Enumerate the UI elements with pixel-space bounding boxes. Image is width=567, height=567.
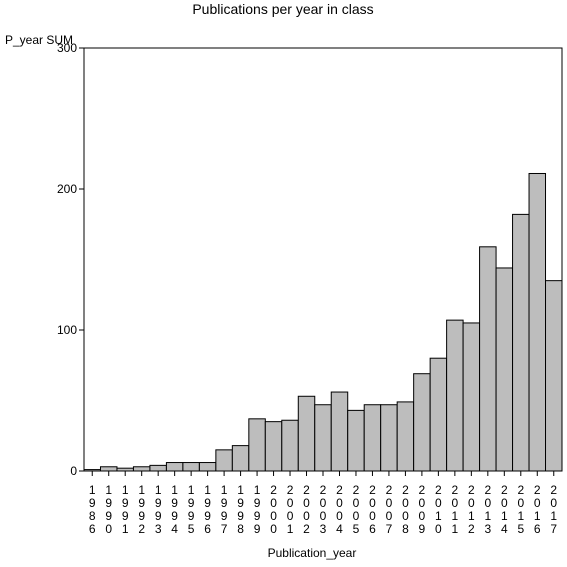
bar-1999 — [248, 418, 266, 472]
bar-1996 — [198, 462, 217, 472]
bar-2011 — [446, 319, 464, 472]
bar-2002 — [297, 395, 316, 472]
bar-2014 — [495, 267, 514, 472]
bar-1992 — [132, 466, 151, 472]
bar-2017 — [545, 280, 563, 472]
bar-2001 — [281, 419, 299, 472]
bar-2004 — [330, 391, 349, 472]
bar-2013 — [479, 246, 497, 472]
bar-1991 — [116, 467, 134, 472]
chart-title: Publications per year in class — [192, 1, 373, 17]
bar-1998 — [231, 445, 250, 472]
bar-2007 — [380, 404, 398, 472]
bar-2015 — [512, 213, 530, 472]
x-axis: 1 9 8 6 1 9 9 0 1 9 9 1 1 9 9 2 1 9 9 3 1 9 9 4 1 9 9 5 1 9 9 6 1 9 9 7 1 9 9 8… — [89, 471, 557, 536]
bar-1995 — [182, 462, 200, 472]
bar-1994 — [165, 462, 184, 472]
bar-2010 — [429, 357, 448, 472]
bar-1990 — [99, 466, 118, 472]
bar-2000 — [264, 421, 283, 472]
bar-1993 — [149, 464, 167, 472]
bar-2003 — [314, 404, 332, 472]
bar-2008 — [396, 401, 415, 472]
y-tick-label: 300 — [57, 41, 77, 55]
y-axis-label: P_year SUM — [5, 33, 73, 47]
bars — [83, 172, 563, 472]
y-tick-label: 200 — [57, 182, 77, 196]
bar-2006 — [363, 404, 382, 472]
bar-2012 — [462, 322, 481, 472]
x-axis-label: Publication_year — [268, 546, 357, 560]
bar-2009 — [413, 373, 431, 472]
y-axis: 0 100 200 300 — [57, 41, 84, 478]
bar-2016 — [528, 172, 547, 472]
bar-1997 — [215, 449, 233, 472]
y-tick-label: 0 — [70, 464, 77, 478]
bar-2005 — [347, 409, 365, 472]
bar-1986 — [83, 469, 101, 472]
y-tick-label: 100 — [57, 323, 77, 337]
